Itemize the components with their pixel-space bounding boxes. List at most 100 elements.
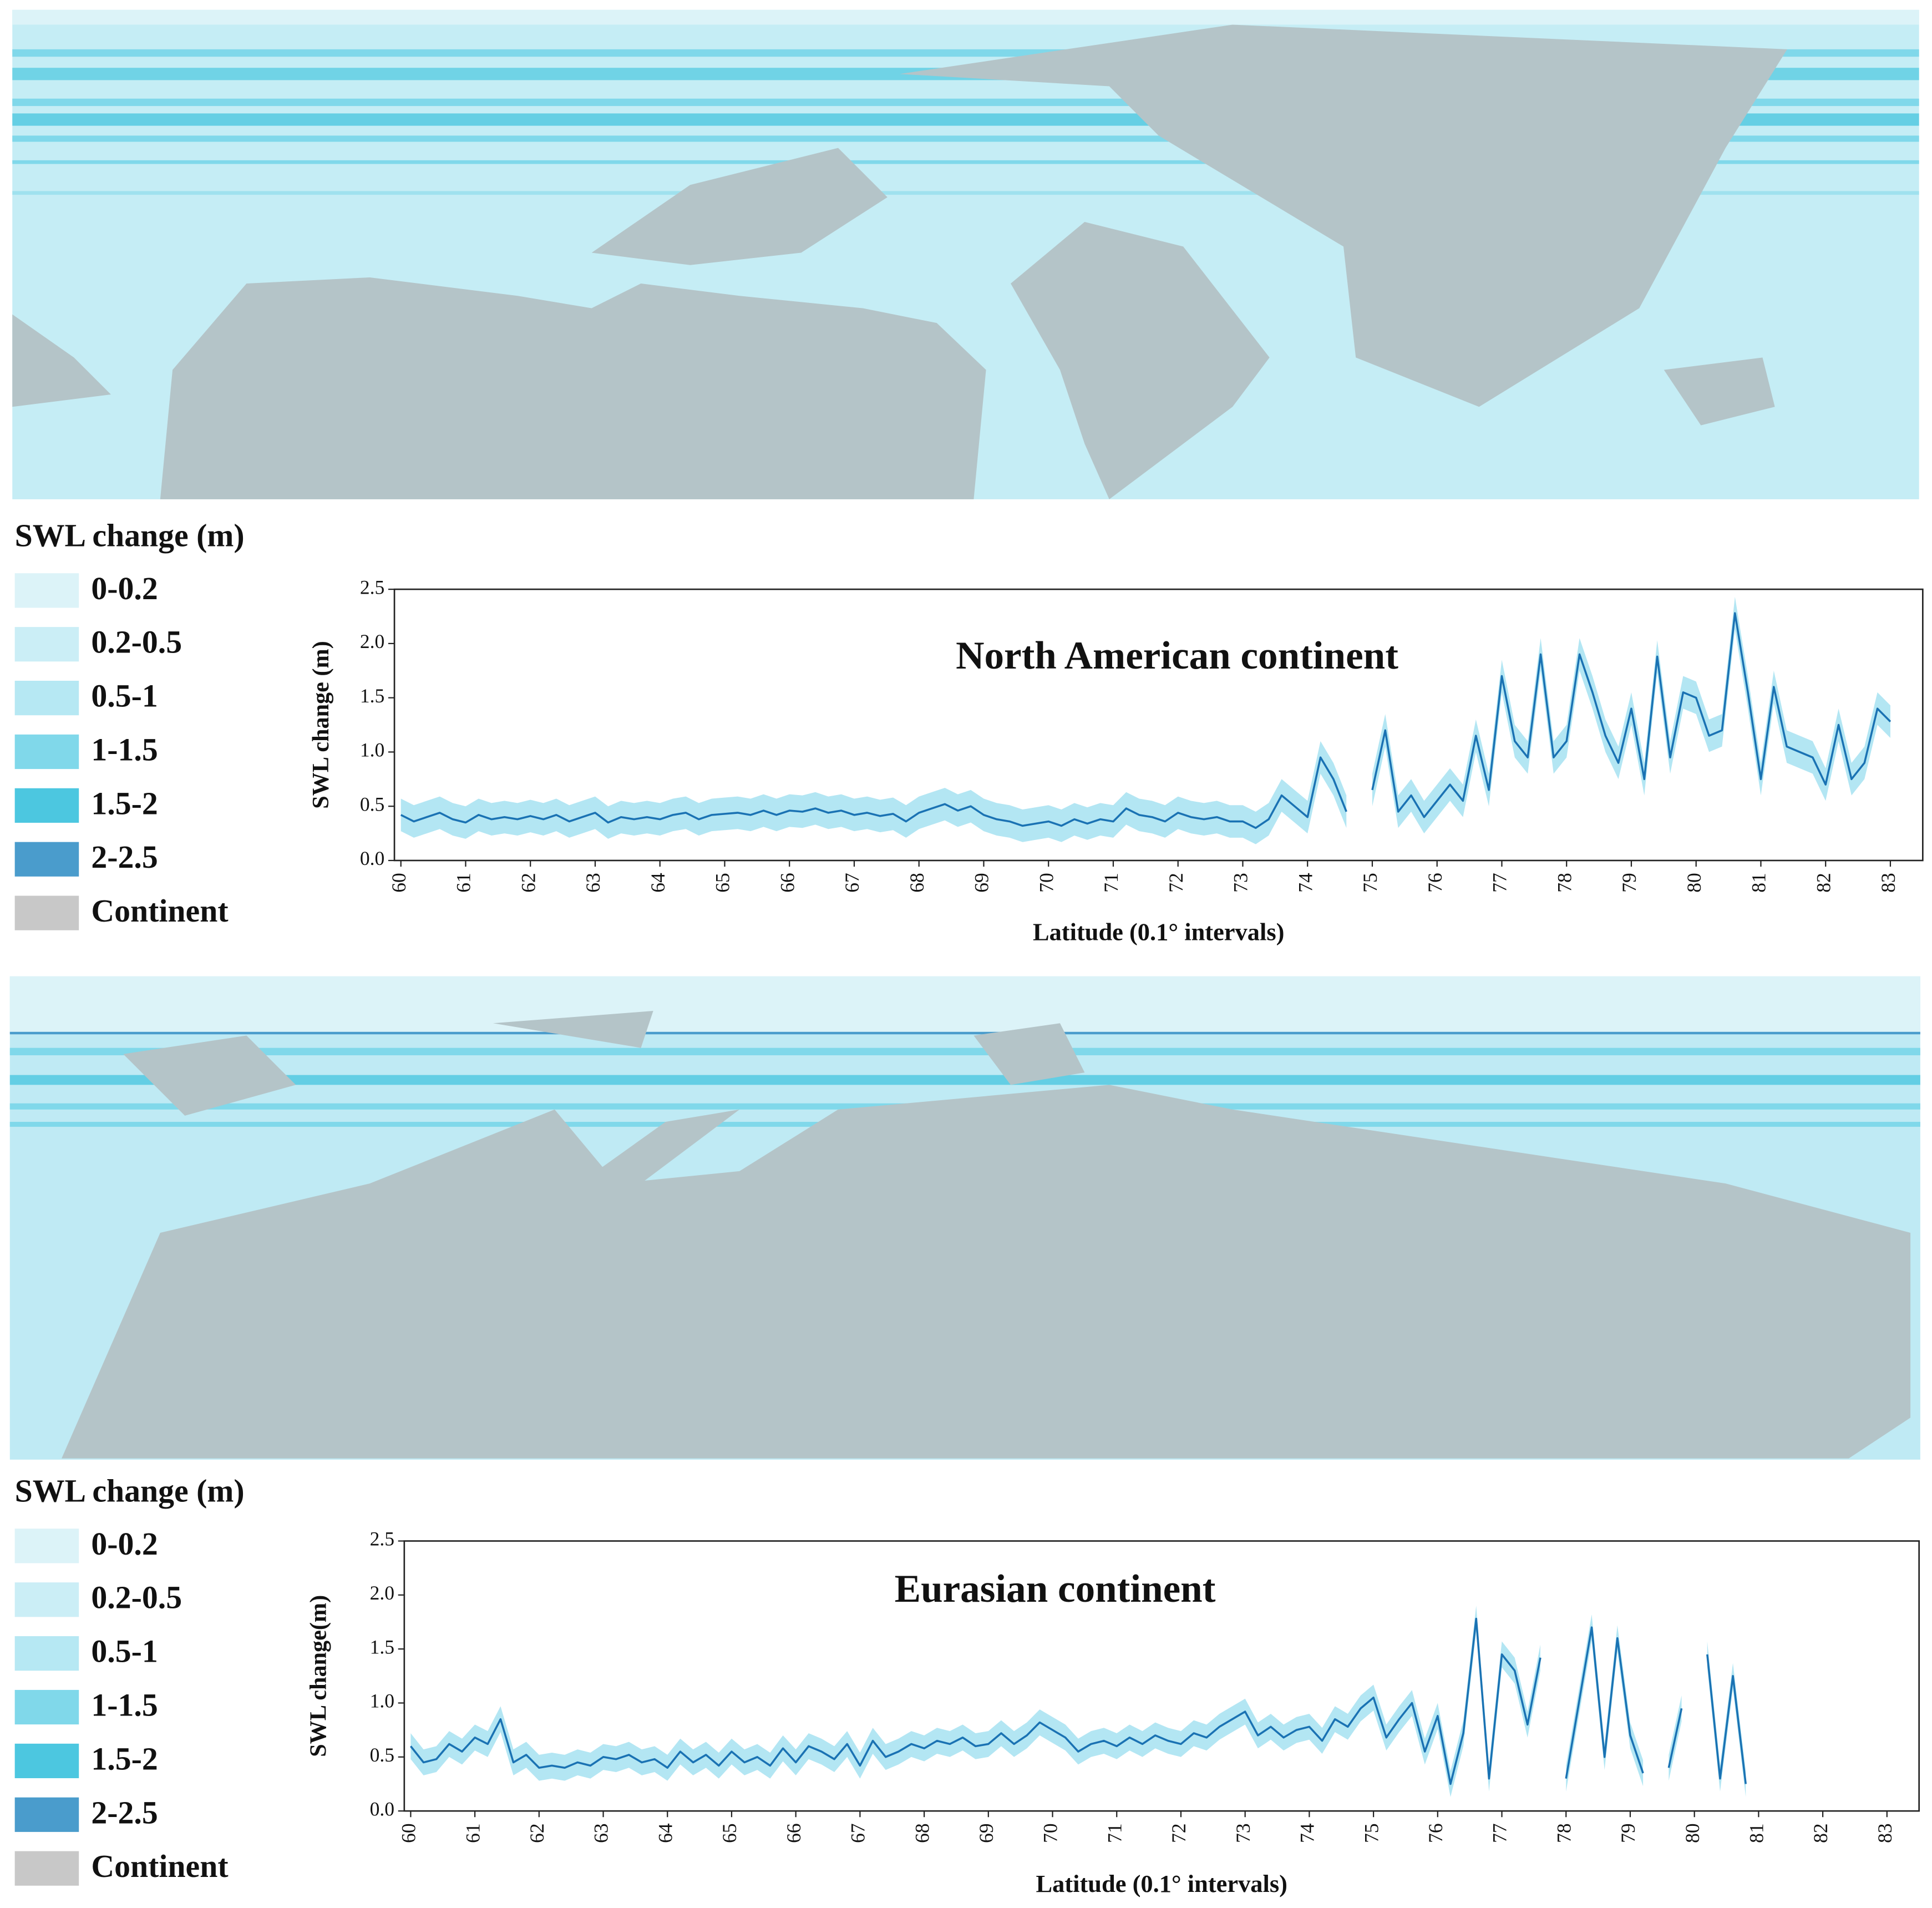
map-land	[12, 24, 1787, 499]
y-tick-label: 2.0	[370, 1582, 394, 1604]
map-stripe	[9, 1075, 1920, 1085]
legend-swatch	[14, 573, 79, 608]
x-tick-label: 75	[1360, 1823, 1382, 1843]
legend-label: Continent	[91, 894, 228, 929]
chart-title: Eurasian continent	[895, 1567, 1216, 1611]
map-stripe	[12, 9, 1919, 25]
x-tick-label: 73	[1232, 1823, 1254, 1843]
y-tick-label: 0.0	[360, 847, 384, 869]
x-tick-label: 74	[1296, 1823, 1319, 1843]
legend-label: 0.5-1	[91, 679, 158, 714]
legend-label: 1.5-2	[91, 1742, 158, 1777]
legend-label: 0.2-0.5	[91, 1581, 182, 1616]
x-tick-label: 66	[776, 873, 798, 893]
legend-swatch	[14, 842, 79, 877]
y-tick-label: 0.5	[370, 1744, 394, 1766]
legend-title: SWL change (m)	[15, 518, 245, 553]
x-tick-label: 70	[1039, 1823, 1062, 1843]
x-tick-label: 69	[975, 1823, 997, 1843]
y-tick-label: 1.5	[370, 1636, 394, 1658]
x-tick-label: 83	[1874, 1823, 1896, 1843]
legend-swatch	[14, 1689, 79, 1725]
map-north-america	[12, 9, 1919, 499]
x-tick-label: 67	[841, 873, 863, 893]
x-tick-label: 79	[1617, 1823, 1639, 1843]
x-tick-label: 83	[1877, 873, 1899, 893]
legend-swatch	[14, 1743, 79, 1779]
x-tick-label: 81	[1748, 873, 1770, 893]
y-tick-label: 0.0	[370, 1798, 394, 1820]
map-stripe	[9, 1031, 1920, 1035]
x-tick-label: 63	[582, 873, 604, 893]
x-tick-label: 74	[1294, 873, 1316, 893]
legend-swatch	[14, 1582, 79, 1617]
x-tick-label: 78	[1553, 873, 1575, 893]
legend-label: 0-0.2	[91, 571, 158, 606]
x-tick-label: 68	[906, 873, 928, 893]
x-tick-label: 82	[1812, 873, 1834, 893]
legend-label: 0-0.2	[91, 1527, 158, 1562]
x-tick-label: 61	[453, 873, 475, 893]
y-axis-label: SWL change(m)	[305, 1595, 331, 1757]
x-tick-label: 71	[1100, 873, 1122, 893]
y-tick-label: 1.0	[360, 739, 384, 761]
x-tick-label: 64	[654, 1823, 676, 1843]
x-tick-label: 78	[1553, 1823, 1575, 1843]
x-tick-label: 60	[388, 873, 410, 893]
legend-title: SWL change (m)	[15, 1474, 245, 1509]
legend-swatch	[14, 1636, 79, 1671]
y-tick-label: 2.5	[360, 576, 384, 598]
legend-swatch	[14, 1797, 79, 1832]
x-tick-label: 69	[971, 873, 993, 893]
x-tick-label: 65	[718, 1823, 741, 1843]
map-stripe	[12, 135, 1919, 142]
x-tick-label: 75	[1359, 873, 1381, 893]
x-tick-label: 80	[1681, 1823, 1703, 1843]
y-tick-label: 0.5	[360, 793, 384, 815]
uncertainty-band	[1566, 1614, 1644, 1792]
y-tick-label: 2.0	[360, 630, 384, 652]
x-tick-label: 62	[517, 873, 539, 893]
legend-swatch	[14, 627, 79, 662]
y-tick-label: 1.0	[370, 1690, 394, 1712]
map-eurasia	[9, 976, 1920, 1460]
map-stripe	[12, 160, 1919, 164]
legend-label: 0.5-1	[91, 1634, 158, 1669]
x-tick-label: 67	[847, 1823, 869, 1843]
x-tick-label: 76	[1424, 873, 1446, 893]
map-stripe	[12, 191, 1919, 195]
x-tick-label: 76	[1424, 1823, 1447, 1843]
x-tick-label: 66	[783, 1823, 805, 1843]
legend-label: Continent	[91, 1849, 228, 1884]
x-tick-label: 62	[526, 1823, 548, 1843]
x-tick-label: 68	[911, 1823, 933, 1843]
x-tick-label: 82	[1809, 1823, 1832, 1843]
map-land	[62, 1011, 1911, 1459]
x-tick-label: 60	[398, 1823, 420, 1843]
legend-label: 2-2.5	[91, 840, 158, 875]
data-line	[409, 1617, 1747, 1785]
x-tick-label: 80	[1683, 873, 1705, 893]
x-tick-label: 77	[1489, 873, 1511, 893]
uncertainty-band	[410, 1606, 1540, 1797]
x-tick-label: 70	[1035, 873, 1057, 893]
x-tick-label: 79	[1618, 873, 1640, 893]
y-axis-label: SWL change (m)	[308, 641, 334, 808]
x-tick-label: 77	[1489, 1823, 1511, 1843]
plot-frame	[393, 588, 1924, 862]
legend-label: 1.5-2	[91, 786, 158, 821]
legend-swatch	[14, 1529, 79, 1563]
x-axis-label: Latitude (0.1° intervals)	[1033, 918, 1284, 945]
map-stripe	[9, 1047, 1920, 1056]
legend-label: 1-1.5	[91, 1688, 158, 1723]
legend-label: 0.2-0.5	[91, 625, 182, 660]
x-tick-label: 72	[1165, 873, 1187, 893]
x-tick-label: 64	[647, 873, 669, 893]
data-line	[400, 612, 1892, 829]
x-tick-label: 81	[1746, 1823, 1768, 1843]
legend-label: 2-2.5	[91, 1795, 158, 1830]
x-axis-label: Latitude (0.1° intervals)	[1036, 1870, 1287, 1897]
uncertainty-band	[1707, 1641, 1746, 1797]
